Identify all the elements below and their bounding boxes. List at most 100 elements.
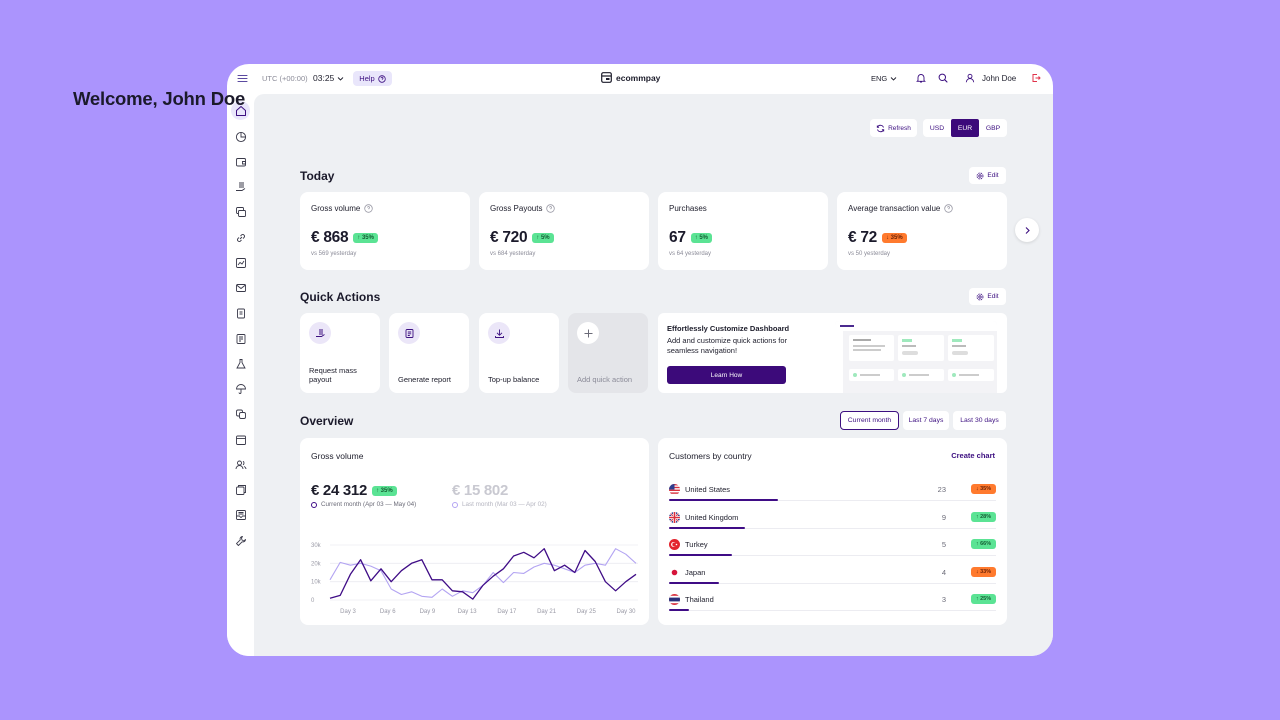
flag-japan-icon [669, 566, 680, 578]
quick-actions-edit-button[interactable]: Edit [969, 288, 1006, 305]
promo-title: Effortlessly Customize Dashboard [667, 324, 790, 333]
kpi-title: Gross Payouts [490, 204, 556, 213]
kpi-value-row: 67 ↑ 5% [669, 229, 712, 247]
user-menu[interactable]: John Doe [965, 73, 1016, 83]
kpi-change-value: 5% [540, 235, 550, 241]
flask-icon[interactable] [233, 356, 248, 371]
next-cards-button[interactable] [1015, 218, 1039, 242]
kpi-comparison: vs 64 yesterday [669, 251, 712, 257]
language-label: ENG [871, 74, 888, 83]
cards-icon[interactable] [233, 482, 248, 497]
wrench-icon[interactable] [233, 533, 248, 548]
today-edit-button[interactable]: Edit [969, 167, 1006, 184]
country-name: Turkey [685, 540, 708, 549]
quick-action-top-up[interactable]: Top-up balance [479, 313, 559, 393]
language-selector[interactable]: ENG [871, 74, 897, 83]
legend-current-dot-icon [311, 501, 317, 508]
coins-icon[interactable] [233, 406, 248, 421]
previous-value: € 15 802 [452, 482, 508, 499]
country-count: 9 [941, 512, 946, 522]
country-name: Japan [685, 567, 706, 577]
archive-icon[interactable] [233, 432, 248, 447]
kpi-value: € 72 [848, 229, 877, 246]
page-title: Welcome, John Doe [73, 88, 246, 109]
kpi-title-label: Gross Payouts [490, 204, 543, 213]
country-change-badge: ↑ 28% [971, 511, 996, 522]
currency-switch: USD EUR GBP [923, 119, 1007, 137]
flag-uk-icon [669, 511, 680, 523]
country-name: United Kingdom [685, 512, 739, 522]
mail-icon[interactable] [233, 280, 248, 295]
currency-eur[interactable]: EUR [951, 119, 979, 137]
link-icon[interactable] [233, 230, 248, 245]
gross-volume-card: Gross volume € 24 312 ↑ 35% € 15 802 Cur… [300, 438, 649, 625]
clipboard-icon[interactable] [233, 305, 248, 320]
tab-last-7-days[interactable]: Last 7 days [903, 411, 949, 430]
y-tick-label: 0 [311, 598, 315, 604]
sidebar [227, 94, 254, 656]
kpi-comparison: vs 569 yesterday [311, 251, 357, 257]
kpi-change-value: 5% [699, 235, 708, 241]
tab-current-month[interactable]: Current month [840, 411, 899, 430]
umbrella-icon[interactable] [233, 381, 248, 396]
add-quick-action[interactable]: Add quick action [568, 313, 648, 393]
payouts-icon[interactable] [233, 179, 248, 194]
info-icon[interactable] [364, 204, 374, 213]
country-share-bar [669, 554, 732, 556]
kpi-change-badge: ↓ 35% [881, 233, 907, 243]
quick-action-mass-payout[interactable]: Request mass payout [300, 313, 380, 393]
overview-heading: Overview [300, 414, 354, 428]
x-tick-label: Day 3 [340, 609, 356, 615]
x-tick-label: Day 21 [537, 609, 557, 615]
users-icon[interactable] [233, 457, 248, 472]
kpi-card[interactable]: Purchases 67 ↑ 5% vs 64 yesterday [658, 192, 828, 270]
info-icon[interactable] [546, 204, 556, 213]
currency-gbp[interactable]: GBP [985, 124, 1001, 132]
help-button[interactable]: Help [353, 71, 392, 86]
kpi-card[interactable]: Average transaction value € 72 ↓ 35% vs … [837, 192, 1007, 270]
legend-previous-label: Last month (Mar 03 — Apr 02) [462, 501, 547, 508]
learn-how-button[interactable]: Learn How [667, 366, 786, 384]
country-count: 23 [937, 485, 946, 494]
customers-title: Customers by country [669, 451, 752, 461]
gear-icon [976, 172, 984, 180]
tab-last-30-days[interactable]: Last 30 days [953, 411, 1006, 430]
info-icon[interactable] [944, 204, 954, 213]
edit-label: Edit [987, 172, 999, 179]
logo-icon [601, 72, 612, 83]
country-share-bar [669, 581, 719, 584]
kpi-card[interactable]: Gross volume € 868 ↑ 35% vs 569 yesterda… [300, 192, 470, 270]
kpi-value: 67 [669, 229, 686, 246]
logout-icon[interactable] [1031, 73, 1041, 83]
menu-icon[interactable] [237, 73, 248, 84]
kpi-value: € 868 [311, 229, 349, 246]
flag-thailand-icon [669, 594, 680, 605]
legend-previous: Last month (Mar 03 — Apr 02) [452, 501, 547, 508]
quick-action-generate-report[interactable]: Generate report [389, 313, 469, 393]
transfer-icon[interactable] [233, 204, 248, 219]
chart-icon[interactable] [233, 255, 248, 270]
create-chart-link[interactable]: Create chart [951, 451, 995, 460]
report-icon [398, 322, 420, 344]
time-selector[interactable]: 03:25 [313, 73, 344, 83]
country-row: Japan 4 ↓ 33% [669, 562, 996, 589]
analytics-pie-icon[interactable] [233, 129, 248, 144]
chevron-down-icon [337, 75, 344, 82]
flag-turkey-icon [669, 539, 680, 550]
row-divider [669, 500, 996, 501]
search-icon[interactable] [938, 73, 948, 83]
currency-usd[interactable]: USD [929, 124, 945, 132]
kpi-value-row: € 72 ↓ 35% [848, 229, 907, 247]
bell-icon[interactable] [916, 73, 926, 83]
kpi-change-badge: ↑ 35% [353, 233, 378, 243]
home-icon[interactable] [231, 101, 250, 120]
country-share-bar [669, 499, 778, 501]
wallet-icon[interactable] [233, 154, 248, 169]
quick-action-label: Top-up balance [488, 375, 540, 384]
document-icon[interactable] [233, 331, 248, 346]
inbox-icon[interactable] [233, 507, 248, 522]
kpi-card[interactable]: Gross Payouts € 720 ↑ 5% vs 684 yesterda… [479, 192, 649, 270]
x-tick-label: Day 6 [380, 609, 396, 615]
refresh-button[interactable]: Refresh [870, 119, 917, 137]
row-divider [669, 610, 996, 611]
